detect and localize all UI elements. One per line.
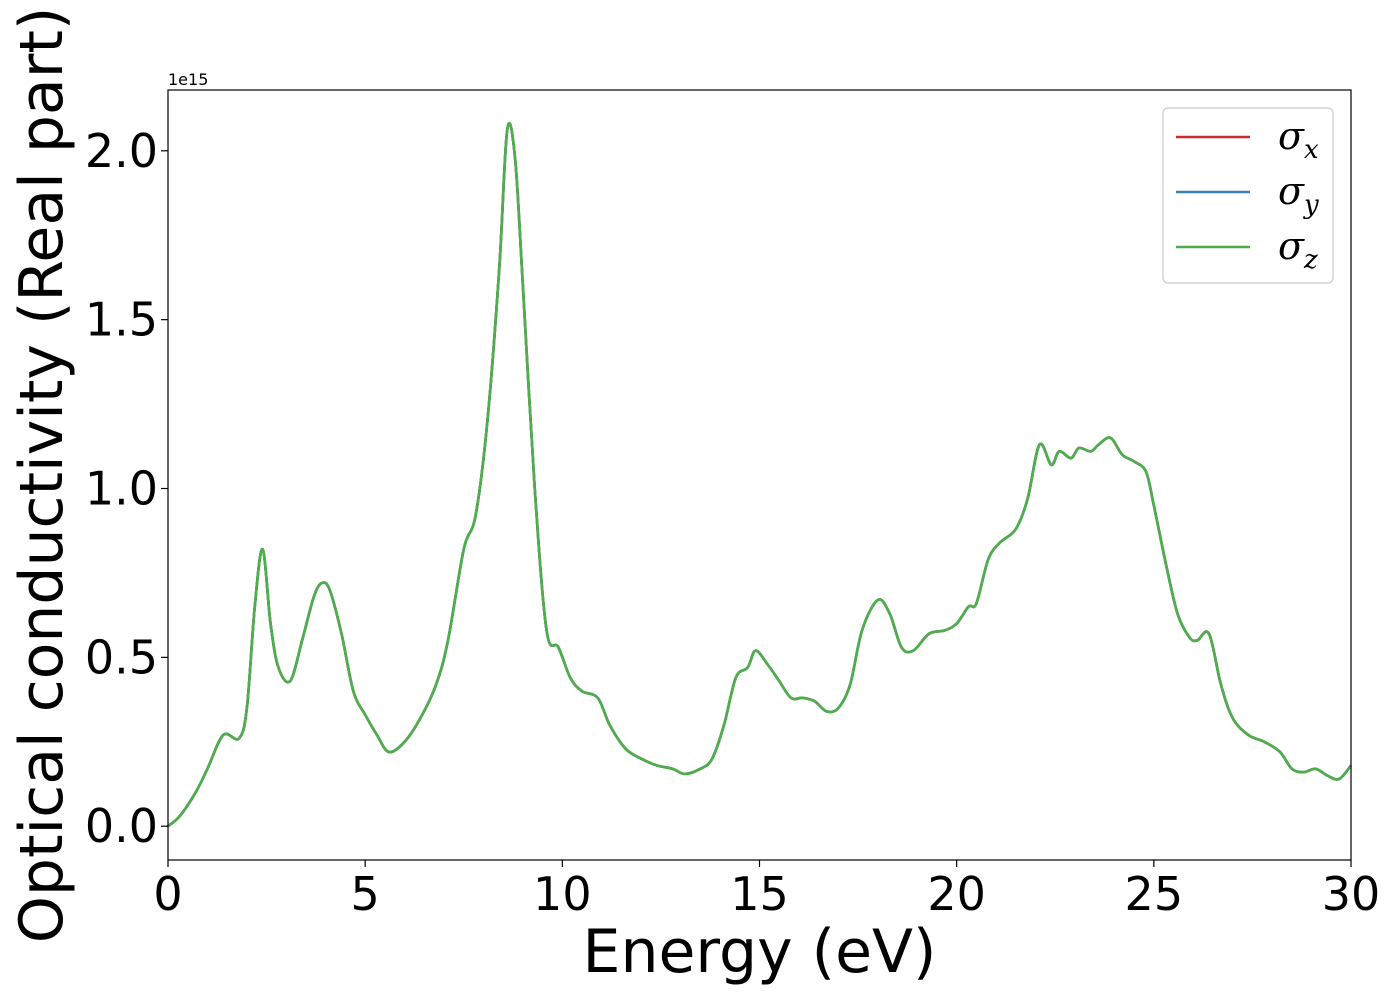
y-tick-label: 2.0 <box>85 124 158 178</box>
y-tick-label: 0.5 <box>85 630 158 684</box>
y-axis: 0.0 0.5 1.0 1.5 2.0 <box>85 124 168 853</box>
legend-frame <box>1162 107 1334 284</box>
x-tick-label: 30 <box>1322 867 1381 921</box>
legend-label-y: σy <box>1278 169 1319 220</box>
series-line-z <box>167 122 1353 828</box>
x-tick-label: 25 <box>1125 867 1184 921</box>
y-axis-title: Optical conductivity (Real part) <box>7 7 77 944</box>
y-tick-label: 1.0 <box>85 462 158 516</box>
x-tick-label: 15 <box>730 867 789 921</box>
y-tick-label: 0.0 <box>85 799 158 853</box>
x-tick-label: 20 <box>927 867 986 921</box>
y-offset-label: 1e15 <box>168 70 208 89</box>
legend-label-x: σx <box>1278 114 1319 165</box>
x-tick-label: 10 <box>533 867 592 921</box>
x-axis-title: Energy (eV) <box>583 917 937 987</box>
y-tick-label: 1.5 <box>85 293 158 347</box>
x-tick-label: 0 <box>153 867 182 921</box>
x-tick-label: 5 <box>351 867 380 921</box>
series-layer <box>167 122 1353 828</box>
x-axis: 0 5 10 15 20 25 30 <box>153 860 1380 921</box>
